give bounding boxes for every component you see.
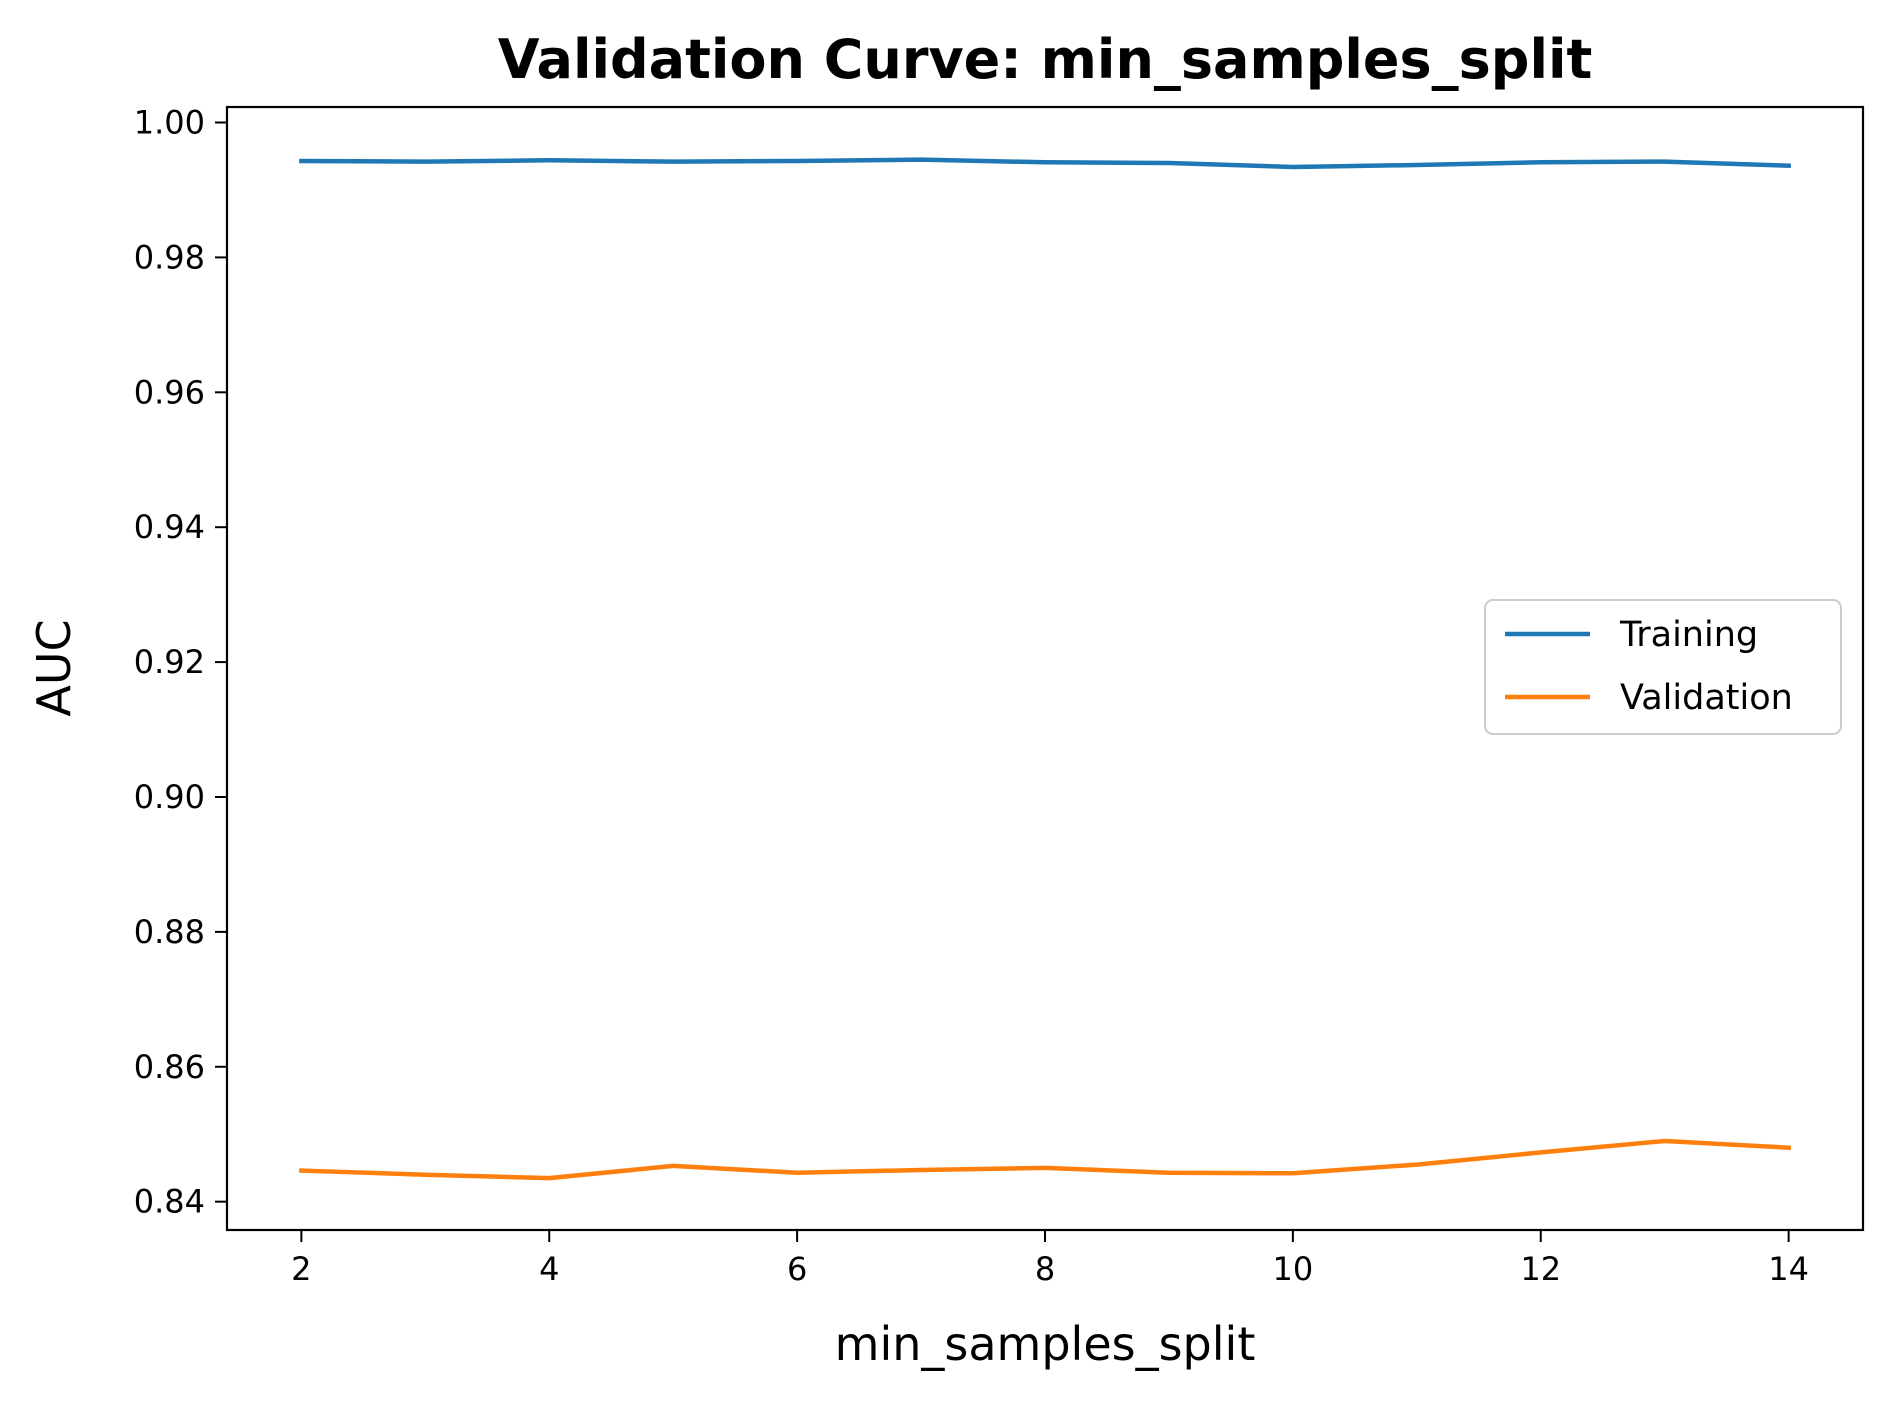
x-tick-label: 2 [291,1250,311,1288]
x-axis-ticks: 2 4 6 8 10 12 14 [291,1230,1809,1288]
legend-label-validation: Validation [1620,678,1793,718]
x-axis-label: min_samples_split [835,1317,1256,1371]
y-tick-label: 0.98 [134,238,205,276]
x-tick-label: 10 [1273,1250,1314,1288]
series-line-training [299,157,1791,170]
x-tick-label: 4 [539,1250,559,1288]
x-tick-label: 14 [1768,1250,1809,1288]
x-tick-label: 8 [1035,1250,1055,1288]
y-tick-label: 0.86 [134,1048,205,1086]
y-tick-label: 0.94 [134,508,205,546]
y-tick-label: 0.96 [134,373,205,411]
legend-label-training: Training [1619,615,1758,655]
y-tick-label: 0.92 [134,643,205,681]
x-tick-label: 6 [787,1250,807,1288]
y-tick-label: 0.88 [134,913,205,951]
plot-content [299,157,1791,1181]
y-tick-label: 0.84 [134,1183,205,1221]
y-axis-label: AUC [27,619,81,716]
legend: Training Validation [1484,599,1842,735]
series-line-validation [299,1138,1791,1181]
y-tick-label: 0.90 [134,778,205,816]
y-axis-ticks: 0.84 0.86 0.88 0.90 0.92 0.94 0.96 0.98 1.00 [134,104,227,1221]
y-tick-label: 1.00 [134,104,205,142]
x-tick-label: 12 [1520,1250,1561,1288]
chart-title: Validation Curve: min_samples_split [498,28,1593,91]
